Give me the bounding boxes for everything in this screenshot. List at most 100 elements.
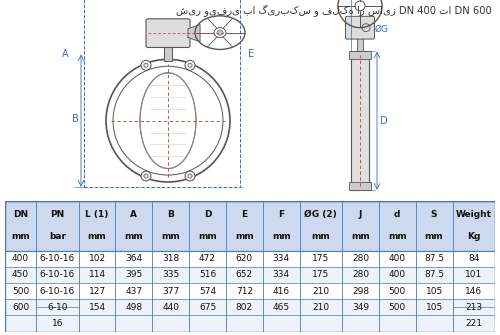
Bar [357,36,363,52]
FancyBboxPatch shape [346,16,374,39]
Circle shape [185,60,195,70]
Text: DN: DN [13,210,28,219]
Text: 175: 175 [312,270,330,279]
Text: 298: 298 [352,287,369,296]
Text: ØG: ØG [375,25,389,34]
Text: mm: mm [424,232,444,241]
Text: F: F [278,210,284,219]
Bar [351,52,369,190]
Text: 210: 210 [312,287,330,296]
Text: 334: 334 [272,270,289,279]
Bar [349,52,371,59]
Text: Kg: Kg [467,232,480,241]
Text: 400: 400 [12,254,29,263]
Text: 465: 465 [272,303,289,312]
Text: 280: 280 [352,254,369,263]
Text: L (1): L (1) [86,210,108,219]
Text: 175: 175 [312,254,330,263]
Bar [164,44,172,61]
Text: 280: 280 [352,270,369,279]
Text: 6-10-16: 6-10-16 [40,254,75,263]
Text: 221: 221 [466,319,482,328]
Text: mm: mm [351,232,370,241]
Text: 620: 620 [236,254,253,263]
Bar [349,182,371,190]
Text: D: D [380,116,388,126]
Bar [5,251,495,267]
Text: 213: 213 [465,303,482,312]
Text: B: B [72,114,79,124]
Bar [5,316,495,332]
Text: 450: 450 [12,270,29,279]
Text: mm: mm [11,232,30,241]
Text: 498: 498 [126,303,142,312]
Text: 377: 377 [162,287,180,296]
Text: PN: PN [50,210,64,219]
Text: mm: mm [272,232,290,241]
Text: 500: 500 [388,287,406,296]
Text: 437: 437 [126,287,142,296]
Text: 334: 334 [272,254,289,263]
Text: 440: 440 [162,303,179,312]
Bar [5,299,495,316]
Text: 87.5: 87.5 [424,254,444,263]
Text: d: d [394,210,400,219]
Text: B: B [168,210,174,219]
Text: 802: 802 [236,303,253,312]
FancyBboxPatch shape [146,19,190,48]
Text: 675: 675 [199,303,216,312]
Text: mm: mm [388,232,406,241]
Text: 349: 349 [352,303,369,312]
Text: E: E [242,210,248,219]
Text: 600: 600 [12,303,29,312]
Circle shape [185,171,195,181]
Text: 335: 335 [162,270,180,279]
Text: mm: mm [235,232,254,241]
Text: 516: 516 [199,270,216,279]
Text: mm: mm [162,232,180,241]
Circle shape [141,171,151,181]
Text: A: A [62,49,69,59]
Text: شیر ویفری با گیربکس و فلکه از سایز DN 400 تا DN 600: شیر ویفری با گیربکس و فلکه از سایز DN 40… [176,5,492,17]
Text: 6-10-16: 6-10-16 [40,270,75,279]
Text: 210: 210 [312,303,330,312]
Text: 87.5: 87.5 [424,270,444,279]
Text: 400: 400 [388,270,406,279]
Text: S: S [431,210,438,219]
Text: 105: 105 [426,303,442,312]
Text: 712: 712 [236,287,253,296]
Text: D: D [204,210,212,219]
Circle shape [141,60,151,70]
Bar [5,283,495,299]
Text: J: J [359,210,362,219]
Text: 574: 574 [199,287,216,296]
Text: 114: 114 [88,270,106,279]
Text: 84: 84 [468,254,479,263]
Text: 105: 105 [426,287,442,296]
Text: 416: 416 [272,287,289,296]
Text: bar: bar [49,232,66,241]
Bar [5,267,495,283]
Text: mm: mm [198,232,217,241]
Text: 16: 16 [52,319,63,328]
Text: 101: 101 [465,270,482,279]
Text: 500: 500 [12,287,29,296]
Text: 472: 472 [199,254,216,263]
Text: E: E [248,49,254,59]
Polygon shape [188,25,200,42]
Text: 6-10: 6-10 [47,303,68,312]
Text: mm: mm [124,232,143,241]
Text: ØG (2): ØG (2) [304,210,337,219]
Text: 6-10-16: 6-10-16 [40,287,75,296]
Text: 146: 146 [465,287,482,296]
Text: 400: 400 [388,254,406,263]
Text: Weight: Weight [456,210,492,219]
Text: 102: 102 [88,254,106,263]
Text: 500: 500 [388,303,406,312]
Text: 652: 652 [236,270,253,279]
Bar [84,0,240,187]
Text: mm: mm [88,232,106,241]
Text: 364: 364 [126,254,142,263]
Text: A: A [130,210,138,219]
Text: 127: 127 [88,287,106,296]
